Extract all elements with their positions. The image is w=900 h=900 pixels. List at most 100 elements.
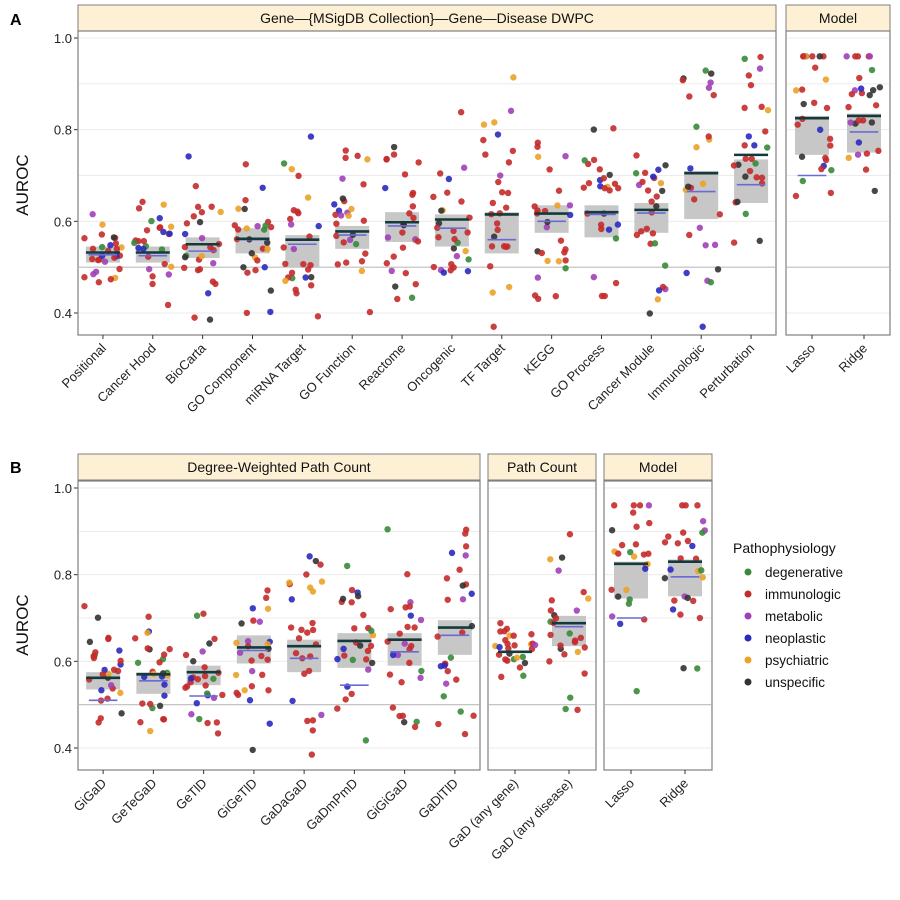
data-point <box>242 161 250 168</box>
data-point <box>641 169 649 177</box>
data-point <box>702 67 709 74</box>
x-tick-label: GiGaD <box>71 776 110 815</box>
data-point <box>306 553 313 560</box>
data-point <box>552 614 560 622</box>
data-point <box>386 671 394 678</box>
data-point <box>748 155 755 162</box>
data-point <box>762 128 769 135</box>
data-point <box>304 717 311 725</box>
data-point <box>751 142 758 149</box>
data-point <box>871 187 878 195</box>
data-point <box>262 594 270 602</box>
data-point <box>798 153 806 160</box>
data-point <box>94 614 102 621</box>
x-tick-label: Oncogenic <box>403 340 458 395</box>
data-point <box>513 654 521 661</box>
data-point <box>116 647 123 654</box>
data-point <box>608 613 616 620</box>
data-point <box>400 718 408 726</box>
data-point <box>233 639 240 647</box>
data-point <box>562 257 569 264</box>
data-point <box>562 705 569 713</box>
data-point <box>248 683 256 690</box>
data-point <box>160 228 167 236</box>
data-point <box>601 292 608 300</box>
data-point <box>869 86 877 94</box>
data-point <box>113 245 120 253</box>
data-point <box>312 557 320 565</box>
data-point <box>810 99 818 107</box>
data-point <box>107 242 114 249</box>
data-point <box>543 223 551 231</box>
data-point <box>304 266 312 273</box>
data-point <box>267 287 275 294</box>
data-point <box>135 244 142 252</box>
interval-box <box>387 633 422 666</box>
data-point <box>156 659 163 666</box>
data-point <box>866 53 874 60</box>
data-point <box>398 679 405 686</box>
data-point <box>684 183 692 190</box>
data-point <box>742 155 749 162</box>
data-point <box>348 690 355 698</box>
data-point <box>244 637 252 645</box>
data-point <box>165 271 173 278</box>
legend-swatch-immunologic <box>744 590 752 598</box>
x-tick-label: Ridge <box>835 341 870 376</box>
data-point <box>348 586 356 594</box>
legend-swatch-unspecific <box>744 678 752 686</box>
data-point <box>389 651 397 659</box>
data-point <box>496 643 503 651</box>
data-point <box>800 100 807 108</box>
data-point <box>707 279 715 286</box>
data-point <box>430 263 438 271</box>
data-point <box>585 595 592 602</box>
data-point <box>365 666 372 673</box>
data-point <box>261 264 268 271</box>
data-point <box>160 715 167 723</box>
data-point <box>308 273 315 281</box>
data-point <box>489 199 497 207</box>
data-point <box>623 586 630 594</box>
data-point <box>828 166 835 174</box>
data-point <box>194 675 202 683</box>
data-point <box>135 205 143 212</box>
data-point <box>654 296 662 303</box>
data-point <box>678 502 686 509</box>
data-point <box>435 234 442 241</box>
data-point <box>214 730 222 737</box>
data-point <box>555 567 562 574</box>
data-point <box>847 119 854 126</box>
data-point <box>845 103 852 111</box>
data-point <box>742 210 749 218</box>
data-point <box>756 237 763 245</box>
data-point <box>633 231 641 239</box>
data-point <box>460 164 468 171</box>
data-point <box>309 619 316 627</box>
data-point <box>459 629 466 636</box>
data-point <box>147 727 154 735</box>
data-point <box>394 295 401 303</box>
data-point <box>334 655 341 663</box>
data-point <box>745 72 752 79</box>
data-point <box>399 244 407 251</box>
data-point <box>730 162 738 169</box>
data-point <box>876 84 884 91</box>
data-point <box>160 651 168 658</box>
legend: Pathophysiology degenerative immunologic me… <box>733 540 843 690</box>
data-point <box>845 154 852 162</box>
data-point <box>208 203 215 210</box>
data-point <box>671 597 678 604</box>
data-point <box>505 645 512 652</box>
data-point <box>629 509 637 516</box>
data-point <box>528 631 535 638</box>
data-point <box>547 631 554 639</box>
data-point <box>149 280 156 288</box>
data-point <box>674 540 682 547</box>
data-point <box>618 541 626 549</box>
data-point <box>462 543 470 550</box>
data-point <box>462 552 469 559</box>
data-point <box>166 230 173 237</box>
data-point <box>734 198 741 206</box>
